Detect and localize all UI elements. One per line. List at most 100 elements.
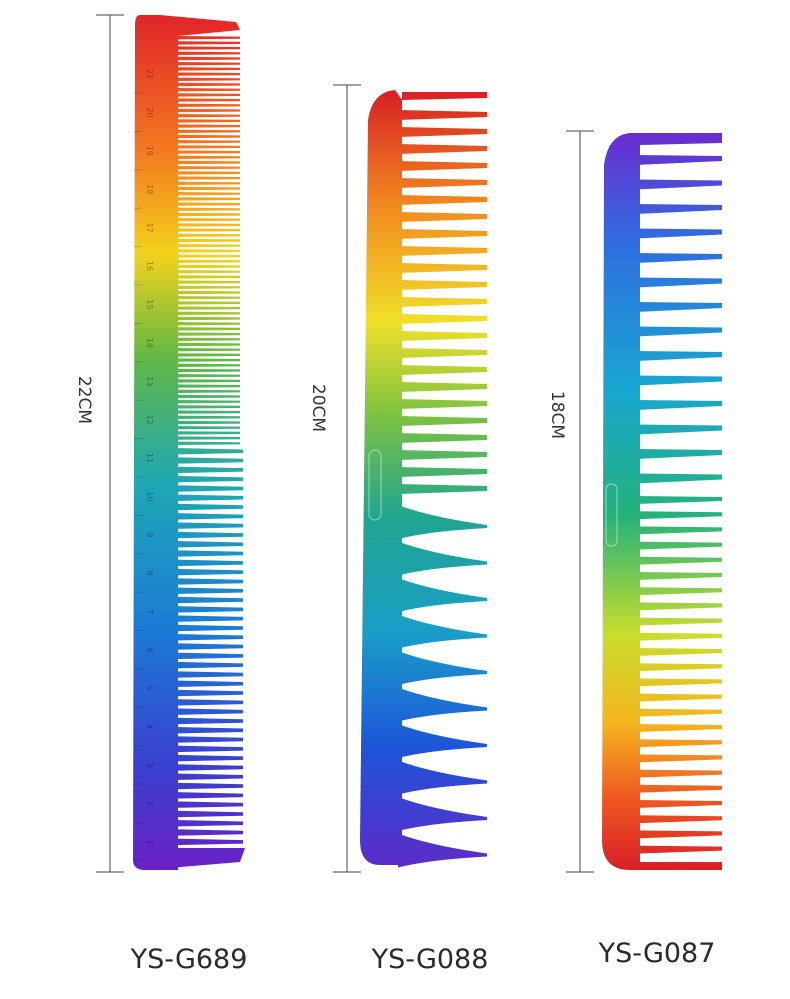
comb-tooth: [398, 450, 487, 460]
comb-tooth: [175, 415, 240, 419]
comb-tooth: [175, 745, 243, 753]
comb-tooth: [175, 634, 243, 641]
comb-tooth: [636, 663, 722, 672]
comb-tooth: [175, 596, 243, 604]
comb-tooth: [398, 331, 487, 341]
comb-tooth: [175, 259, 240, 263]
comb-tooth: [175, 671, 243, 678]
comb-tooth: [398, 263, 487, 273]
comb-tooth: [175, 441, 240, 445]
comb-tooth: [175, 56, 240, 61]
comb-tooth: [175, 394, 240, 399]
comb-tooth: [175, 485, 243, 492]
comb-tooth: [175, 699, 243, 706]
comb-tooth: [636, 449, 722, 459]
comb-tooth: [636, 632, 722, 641]
comb-tooth: [636, 739, 722, 748]
comb-tooth: [175, 615, 243, 622]
model-name: YS-G088: [371, 944, 489, 975]
comb-tooth: [636, 179, 722, 190]
length-label: 22CM: [74, 376, 94, 424]
comb-tooth: [636, 228, 722, 239]
comb-tooth: [636, 708, 722, 717]
comb-tooth: [398, 314, 487, 324]
ruler-number: 9: [145, 532, 154, 537]
comb-tooth: [398, 297, 487, 307]
comb-tooth: [398, 246, 487, 256]
comb-tooth: [636, 648, 722, 656]
ruler-number: 12: [145, 415, 154, 425]
comb-tooth: [636, 678, 722, 687]
comb-tooth: [175, 93, 240, 97]
comb-tooth: [175, 374, 240, 378]
comb-tooth: [175, 522, 243, 529]
comb-tooth: [175, 316, 240, 321]
comb-tooth: [175, 358, 240, 362]
comb-tooth: [175, 72, 240, 76]
comb-tooth: [636, 587, 722, 596]
comb-tooth: [398, 484, 487, 494]
comb-tooth: [175, 431, 240, 435]
comb-tooth: [636, 845, 722, 854]
comb-tooth: [175, 82, 240, 87]
ruler-number: 13: [145, 376, 154, 386]
comb-spine: [133, 15, 240, 870]
comb-tooth: [636, 302, 722, 312]
comb-tooth: [175, 810, 243, 818]
comb-tooth: [175, 171, 240, 175]
comb-tooth: [636, 541, 722, 550]
comb-tooth: [398, 416, 487, 426]
ruler-number: 21: [145, 69, 154, 79]
comb-tooth: [175, 301, 240, 305]
comb-spine: [602, 133, 722, 870]
ruler-number: 18: [145, 184, 154, 194]
comb-tooth: [636, 754, 722, 763]
comb-tooth: [398, 399, 487, 409]
comb-tooth: [398, 178, 487, 188]
comb-tooth: [175, 420, 240, 425]
comb-3: [602, 133, 722, 870]
comb-tooth: [175, 353, 240, 357]
ruler-number: 11: [145, 453, 154, 463]
comb-tooth: [398, 467, 487, 477]
comb-tooth: [636, 556, 722, 565]
comb-tooth: [175, 466, 243, 474]
comb-tooth: [398, 614, 487, 649]
comb-tooth: [175, 249, 240, 253]
comb-tooth: [398, 651, 487, 685]
comb-tooth: [175, 436, 240, 440]
comb-tooth: [398, 110, 487, 120]
comb-tooth: [175, 792, 243, 799]
ruler-number: 8: [145, 571, 154, 576]
comb-tooth: [175, 306, 240, 310]
comb-tooth: [636, 277, 722, 288]
comb-tooth: [636, 375, 722, 386]
ruler-number: 6: [145, 647, 154, 652]
length-label: 18CM: [547, 391, 567, 439]
comb-tooth: [175, 643, 243, 650]
comb-tooth: [636, 204, 722, 214]
comb-tooth: [175, 559, 243, 567]
comb-tooth: [175, 541, 243, 548]
comb-heel: [145, 848, 245, 870]
comb-tooth: [175, 290, 240, 295]
comb-tooth: [398, 365, 487, 375]
comb-tooth: [175, 384, 240, 388]
ruler-number: 4: [145, 724, 154, 729]
comb-tooth: [175, 363, 240, 367]
comb-tooth: [636, 815, 722, 824]
comb-tooth: [175, 285, 240, 289]
comb-tooth: [175, 280, 240, 284]
comb-tooth: [175, 202, 240, 206]
ruler-number: 20: [145, 107, 154, 117]
comb-tooth: [175, 140, 240, 144]
comb-tooth: [175, 129, 240, 133]
comb-tooth: [398, 229, 487, 239]
comb-tooth: [175, 103, 240, 107]
comb-tooth: [175, 192, 240, 196]
comb-tooth: [175, 689, 243, 697]
comb-tooth: [636, 602, 722, 611]
comb-tooth: [175, 186, 240, 191]
comb-tooth: [398, 161, 487, 171]
comb-tooth: [175, 36, 240, 40]
